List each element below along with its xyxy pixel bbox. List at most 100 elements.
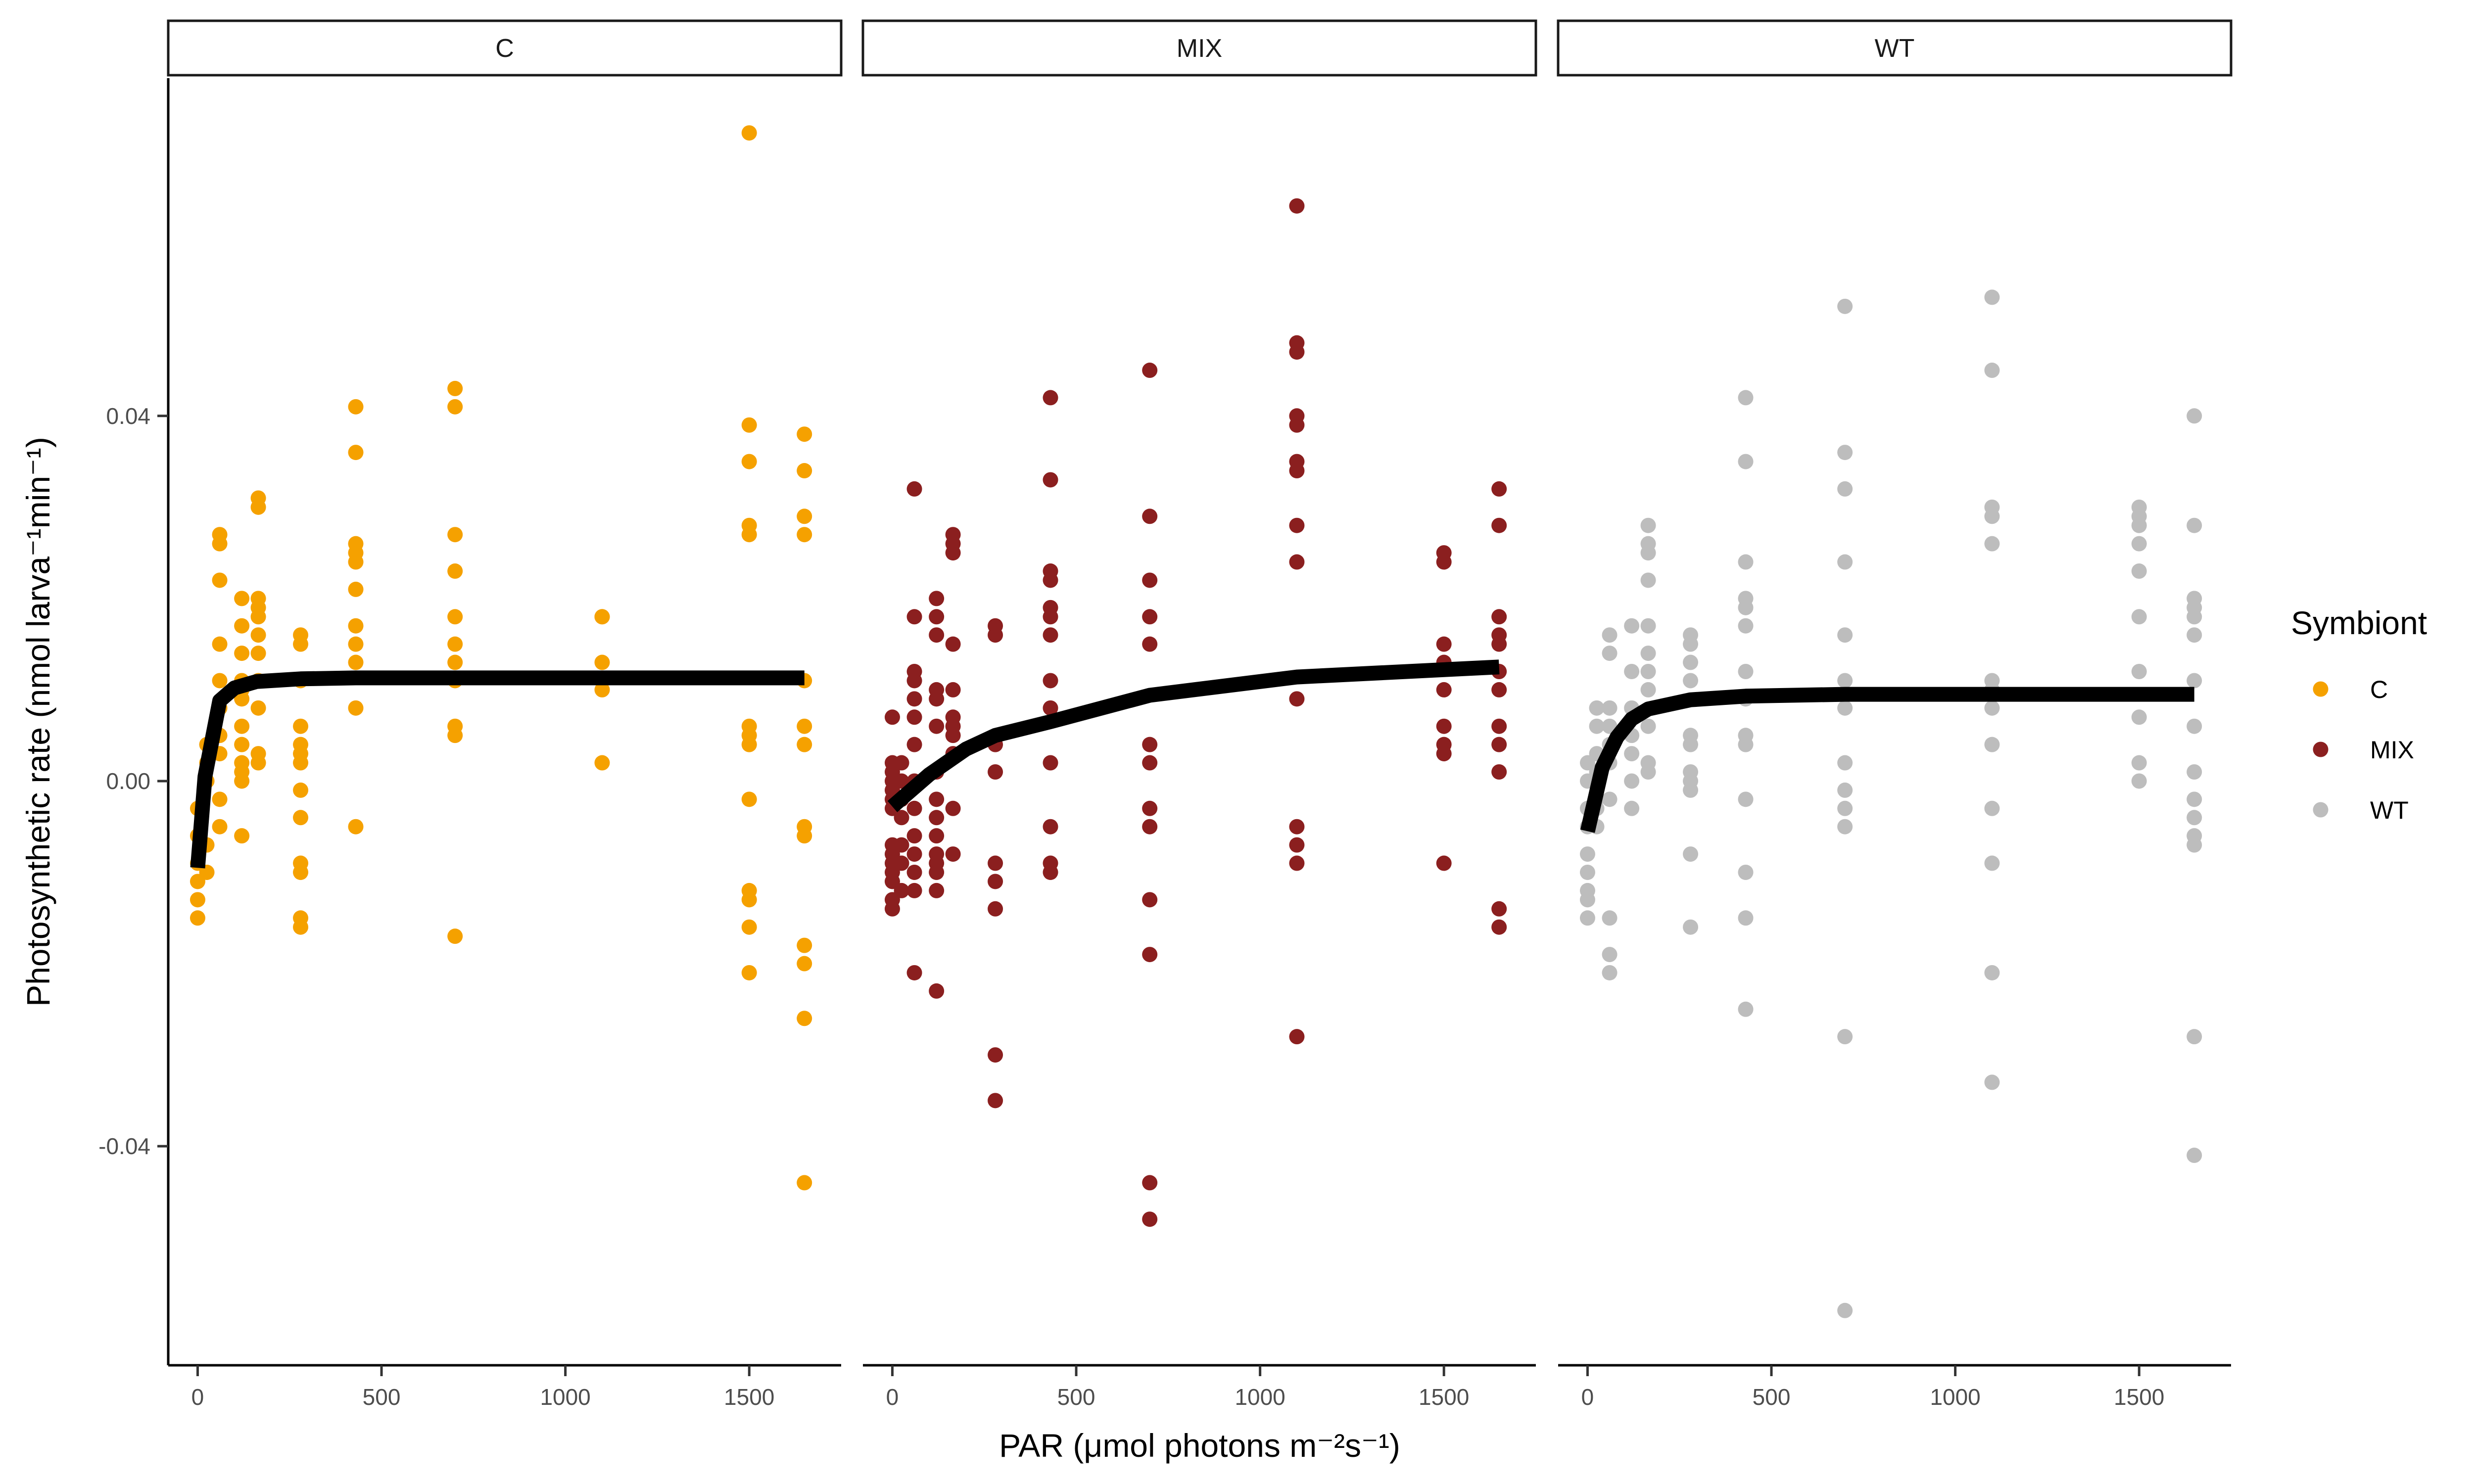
data-point (1142, 572, 1158, 588)
data-point (1043, 755, 1058, 771)
data-point (250, 646, 266, 661)
data-point (1289, 837, 1305, 853)
data-point (1640, 536, 1656, 552)
data-point (1640, 572, 1656, 588)
data-point (1738, 390, 1754, 406)
data-point (250, 490, 266, 506)
panel-mix: MIX 0 500 1000 1500 (861, 19, 1537, 1410)
data-point (1837, 1029, 1853, 1045)
data-point (1043, 627, 1058, 643)
data-point (1491, 682, 1507, 697)
data-point (988, 901, 1003, 917)
data-point (2187, 828, 2202, 844)
data-point (906, 882, 922, 898)
data-point (2131, 536, 2147, 552)
data-point (1043, 819, 1058, 835)
data-point (945, 636, 961, 652)
data-point (1289, 554, 1305, 570)
data-point (1837, 481, 1853, 497)
x-axis-title: PAR (μmol photons m⁻²s⁻¹) (999, 1427, 1400, 1464)
data-point (199, 864, 215, 880)
data-point (250, 700, 266, 716)
data-point (894, 837, 909, 853)
data-point (2187, 591, 2202, 606)
data-point (1624, 664, 1640, 680)
x-tick-label: 1500 (1419, 1384, 1469, 1410)
data-point (929, 718, 945, 734)
data-point (741, 454, 757, 469)
data-point (1984, 800, 2000, 816)
data-point (988, 1047, 1003, 1063)
data-point (1491, 901, 1507, 917)
data-point (1289, 855, 1305, 871)
data-point (1142, 892, 1158, 908)
data-point (234, 646, 250, 661)
data-point (1624, 618, 1640, 634)
panel-c: C 0 500 1000 1500 (167, 19, 843, 1410)
data-point (2131, 755, 2147, 771)
data-point (1837, 700, 1853, 716)
data-point (906, 864, 922, 880)
data-point (447, 654, 463, 670)
data-point (1589, 700, 1605, 716)
data-point (293, 855, 309, 871)
data-point (894, 882, 909, 898)
data-point (1738, 864, 1754, 880)
x-tick-label: 500 (1057, 1384, 1095, 1410)
data-point (894, 755, 909, 771)
data-point (1837, 1302, 1853, 1318)
data-point (929, 609, 945, 625)
data-point (2131, 563, 2147, 579)
data-point (1491, 718, 1507, 734)
data-point (293, 810, 309, 826)
data-point (1589, 718, 1605, 734)
data-point (447, 609, 463, 625)
data-point (2131, 773, 2147, 789)
data-point (988, 618, 1003, 634)
data-point (1837, 554, 1853, 570)
fit-line-mix (887, 659, 1500, 812)
data-point (1738, 618, 1754, 634)
data-point (1289, 198, 1305, 214)
data-point (741, 919, 757, 935)
x-tick-label: 1000 (1930, 1384, 1980, 1410)
facet-strip (861, 19, 1537, 77)
data-point (1837, 819, 1853, 835)
data-point (797, 937, 812, 953)
data-point (293, 627, 309, 643)
data-point (1142, 636, 1158, 652)
data-point (1738, 728, 1754, 743)
data-point (1984, 289, 2000, 305)
data-point (1043, 700, 1058, 716)
data-point (906, 800, 922, 816)
data-point (929, 627, 945, 643)
data-point (1289, 408, 1305, 424)
data-point (348, 654, 364, 670)
data-point (797, 426, 812, 442)
x-tick-label: 500 (363, 1384, 401, 1410)
data-point (1436, 855, 1452, 871)
data-point (797, 1175, 812, 1191)
data-point (1602, 791, 1618, 807)
data-point (988, 1093, 1003, 1109)
data-point (906, 965, 922, 980)
data-point (1984, 855, 2000, 871)
data-point (2187, 764, 2202, 780)
data-point (1436, 545, 1452, 561)
data-point (2131, 709, 2147, 725)
data-point (250, 591, 266, 606)
panel-wt: WT 0 500 1000 1500 (1557, 19, 2233, 1410)
data-point (2187, 810, 2202, 826)
data-point (348, 536, 364, 552)
data-point (929, 791, 945, 807)
data-point (234, 591, 250, 606)
y-tick-label: -0.04 (98, 1133, 150, 1159)
data-point (1624, 800, 1640, 816)
data-point (594, 654, 610, 670)
data-point (988, 874, 1003, 889)
data-point (348, 445, 364, 461)
data-point (1142, 755, 1158, 771)
data-point (1738, 591, 1754, 606)
data-point (1142, 509, 1158, 524)
data-point (348, 581, 364, 597)
